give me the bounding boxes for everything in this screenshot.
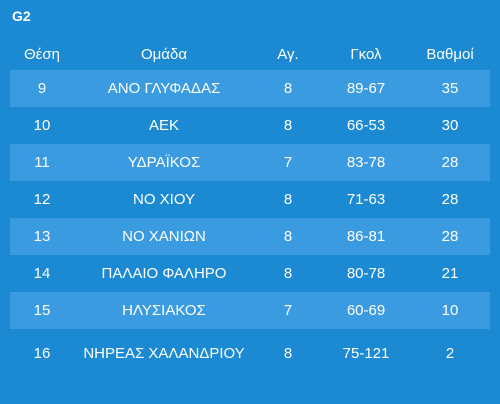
points-cell: 28 [441,154,459,171]
table-row: 13 ΝΟ ΧΑΝΙΩΝ 8 86-81 28 [10,218,490,255]
games-cell: 8 [283,80,293,97]
points-cell: 2 [445,345,455,362]
points-cell: 35 [441,80,459,97]
header-goals: Γκολ [350,45,382,63]
table-header-row: Θέση Ομάδα Αγ. Γκολ Βαθμοί [10,38,490,70]
table-row: 15 ΗΛΥΣΙΑΚΟΣ 7 60-69 10 [10,292,490,329]
table-row: 16 ΝΗΡΕΑΣ ΧΑΛΑΝΔΡΙΟΥ 8 75-121 2 [10,329,490,379]
position-cell: 11 [34,154,50,171]
goals-cell: 80-78 [346,265,386,282]
position-cell: 9 [37,80,47,97]
points-cell: 28 [441,191,459,208]
position-cell: 10 [33,117,51,134]
games-cell: 8 [283,265,293,282]
table-row: 14 ΠΑΛΑΙΟ ΦΑΛΗΡΟ 8 80-78 21 [10,255,490,292]
team-cell: ΝΟ ΧΑΝΙΩΝ [122,228,206,245]
team-cell: ΑΕΚ [148,117,179,134]
goals-cell: 75-121 [342,345,390,362]
games-cell: 8 [283,191,293,208]
goals-cell: 89-67 [346,80,386,97]
goals-cell: 83-78 [346,154,386,171]
points-cell: 28 [441,228,459,245]
standings-table: Θέση Ομάδα Αγ. Γκολ Βαθμοί 9 ΑΝΟ ΓΛΥΦΑΔΑ… [10,38,490,379]
team-cell: ΑΝΟ ΓΛΥΦΑΔΑΣ [107,80,221,97]
games-cell: 8 [283,228,293,245]
games-cell: 8 [283,117,293,134]
team-cell: ΠΑΛΑΙΟ ΦΑΛΗΡΟ [101,265,227,282]
games-cell: 8 [283,345,293,362]
header-position: Θέση [24,45,60,63]
games-cell: 7 [283,302,293,319]
team-cell: ΝΟ ΧΙΟΥ [132,191,196,208]
table-row: 9 ΑΝΟ ΓΛΥΦΑΔΑΣ 8 89-67 35 [10,70,490,107]
team-cell: ΗΛΥΣΙΑΚΟΣ [122,302,206,319]
games-cell: 7 [283,154,293,171]
group-label: G2 [12,8,31,24]
points-cell: 10 [441,302,459,319]
table-row: 12 ΝΟ ΧΙΟΥ 8 71-63 28 [10,181,490,218]
header-points: Βαθμοί [426,45,474,63]
position-cell: 12 [33,191,51,208]
goals-cell: 66-53 [346,117,386,134]
goals-cell: 60-69 [346,302,386,319]
points-cell: 21 [441,265,459,282]
table-row: 11 ΥΔΡΑΪΚΟΣ 7 83-78 28 [10,144,490,181]
header-team: Ομάδα [140,45,187,63]
goals-cell: 71-63 [346,191,386,208]
position-cell: 13 [33,228,51,245]
position-cell: 14 [33,265,51,282]
position-cell: 15 [33,302,51,319]
points-cell: 30 [441,117,459,134]
header-games: Αγ. [277,45,299,63]
team-cell: ΝΗΡΕΑΣ ΧΑΛΑΝΔΡΙΟΥ [83,345,245,362]
table-row: 10 ΑΕΚ 8 66-53 30 [10,107,490,144]
team-cell: ΥΔΡΑΪΚΟΣ [127,154,201,171]
position-cell: 16 [33,345,51,362]
goals-cell: 86-81 [346,228,386,245]
